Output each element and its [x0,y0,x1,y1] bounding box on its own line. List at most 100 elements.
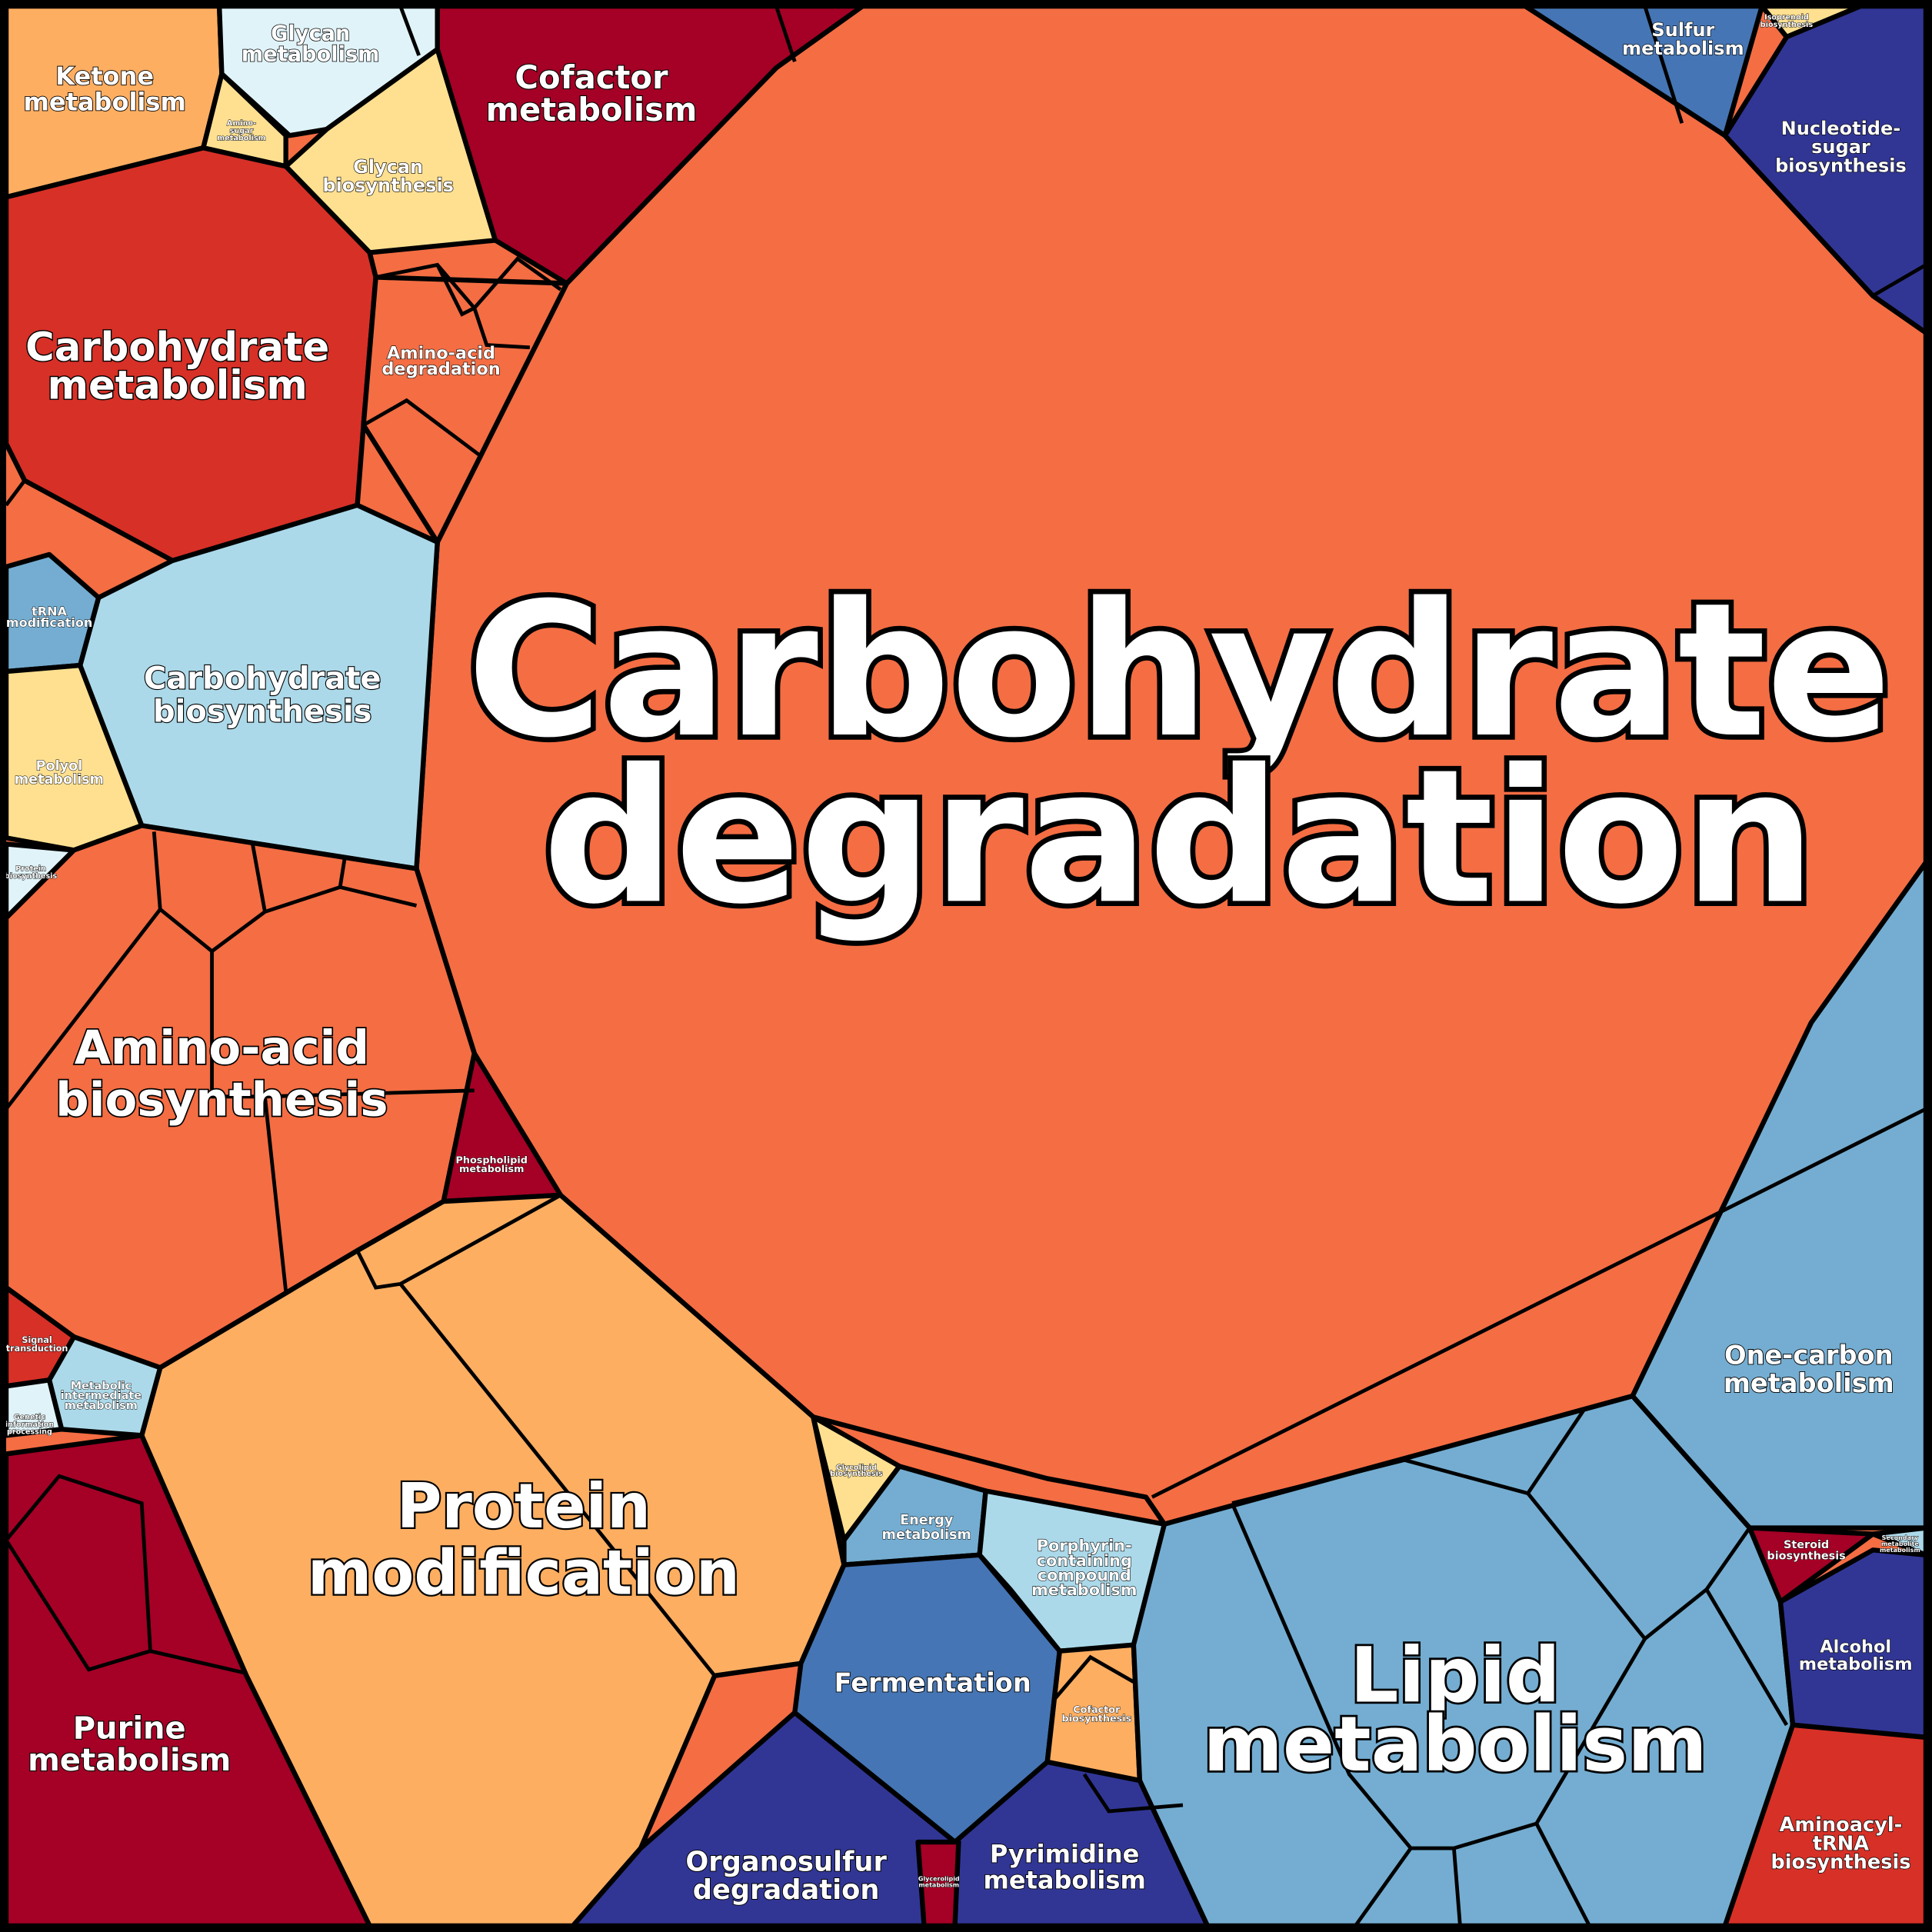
cell-label: Genetic [14,1413,46,1421]
cell-label: metabolism [882,1527,971,1543]
border [1082,1773,1184,1814]
border [1871,263,1927,298]
border [362,398,482,458]
cell-label: metabolism [217,134,265,142]
cell-label: containing [1037,1551,1132,1570]
cell-label: biosynthesis [1760,21,1814,29]
cell-label: compound [1038,1566,1131,1584]
border [338,856,347,888]
cell-label: tRNA [1813,1832,1869,1855]
sub-cell-borders [4,5,1927,1927]
cell-label: metabolism [23,88,185,117]
border [774,5,797,62]
cell-label: biosynthesis [55,1072,388,1127]
cell-label: Carbohydrate [467,563,1891,778]
cell-label: tRNA [32,605,67,619]
border [263,1096,288,1292]
border [210,951,475,1099]
cell-label: biosynthesis [5,872,58,881]
cell-label: sugar [1811,136,1870,158]
border [152,831,162,910]
cell-label: Carbohydrate [25,325,329,371]
border [1151,1107,1927,1499]
cell-label: Pyrimidine [990,1840,1140,1869]
border [355,1193,562,1290]
cells [3,3,1929,1929]
cell-label: metabolism [15,772,104,788]
cell-label: metabolism [1203,1700,1707,1789]
border [435,264,531,350]
cell-label: metabolism [1031,1581,1137,1599]
cell-label: Ketone [55,62,154,91]
cell-label: modification [6,615,92,630]
cell-label: metabolism [459,1164,524,1175]
cell-label: processing [7,1428,52,1437]
cell-label: metabolite [1881,1541,1920,1547]
border [1526,1409,1585,1495]
cell-label: Carbohydrate [144,661,381,696]
cell-label: Cofactor [515,58,668,96]
border [251,843,267,912]
cell-label: metabolism [28,1743,231,1778]
cell-label: metabolism [1622,38,1744,59]
cell-label: metabolism [1799,1654,1913,1674]
cell-label: Steroid [1784,1539,1829,1551]
cell-label: metabolism [1880,1547,1920,1554]
border [1643,5,1684,124]
border [5,884,418,1111]
cell-label: Secondary [1882,1534,1919,1541]
cell-label: Energy [900,1513,954,1528]
cell-label: Lipid [1350,1632,1561,1720]
cell-label: Phospholipid [455,1155,527,1167]
cell-label: Metabolic [71,1380,132,1392]
cell-label: degradation [543,729,1816,944]
cell-label: Amino-acid [387,343,495,363]
cell [1747,1525,1876,1604]
border [4,1474,152,1672]
cell-label: transduction [6,1344,68,1354]
border [398,5,421,56]
border [1354,1847,1413,1927]
cell-label: biosynthesis [1767,1550,1845,1562]
cell-label: biosynthesis [322,175,454,196]
cell-label: degradation [381,359,500,379]
border [1051,1654,1135,1702]
cell-label: Protein [397,1471,651,1542]
cell-label: Fermentation [834,1667,1031,1697]
cell-label: sugar [230,127,254,135]
cell-label: Alcohol [1820,1637,1891,1657]
cell-label: biosynthesis [1061,1713,1131,1724]
cell-label: Glycan [271,22,350,45]
cell-label: biosynthesis [1770,1850,1910,1874]
cell-label: metabolism [983,1865,1145,1894]
cell-label: Nucleotide- [1781,118,1901,139]
border [1723,35,1788,137]
cell-label: Purine [73,1710,186,1746]
border [398,1282,717,1677]
cell-label: Glycolipid [836,1464,878,1472]
cell-label: biosynthesis [830,1470,883,1478]
border [1534,1822,1591,1927]
cell [361,275,570,545]
cell-label: Amino- [227,119,256,128]
cell-label: Organosulfur [685,1846,887,1877]
border [149,1649,247,1675]
cell-label: Protein [15,864,46,873]
cell-label: metabolism [65,1400,138,1412]
cell-label: metabolism [486,91,698,128]
cell-label: Isoprenoid [1764,13,1809,22]
border [1452,1847,1462,1927]
cell-label: modification [308,1537,740,1609]
cell-label: degradation [693,1874,880,1906]
cell-label: biosynthesis [153,695,372,730]
border [1644,1527,1751,1641]
cell-label: Signal [22,1335,52,1345]
cell-label: Porphyrin- [1037,1537,1132,1555]
cell-label: Glycerolipid [918,1876,960,1883]
cell-label: biosynthesis [1775,155,1907,176]
border [1704,1588,1789,1727]
cell-label: intermediate [61,1390,142,1402]
